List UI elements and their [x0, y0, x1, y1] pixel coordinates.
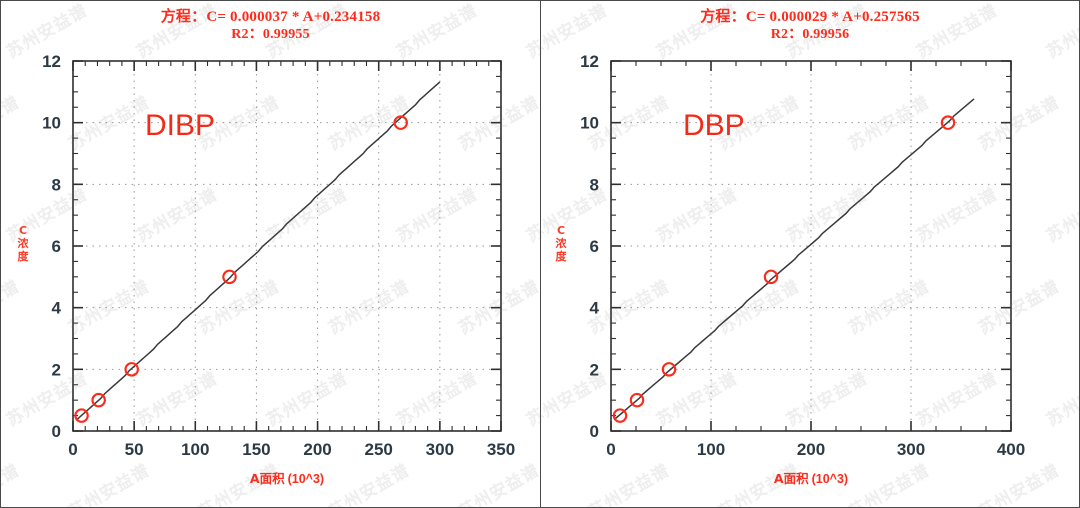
- x-tick-label: 300: [426, 440, 454, 459]
- y-tick-label: 12: [580, 52, 599, 71]
- y-axis-title-char: C: [19, 224, 27, 237]
- data-point-marker: [222, 269, 237, 285]
- panel-dibp: 方程：C= 0.000037 * A+0.234158 R2：0.99955 0…: [1, 1, 540, 507]
- series-name-label: DIBP: [145, 109, 215, 142]
- x-tick-label: 150: [242, 440, 270, 459]
- data-point-marker: [74, 408, 89, 423]
- x-tick-label: 300: [897, 440, 925, 459]
- y-axis-title-char: 浓: [556, 236, 568, 250]
- x-tick-label: 350: [487, 440, 515, 459]
- y-tick-label: 8: [52, 175, 61, 194]
- equation-prefix-label: 方程：: [700, 7, 746, 25]
- y-tick-label: 4: [590, 299, 600, 318]
- panel-divider: [540, 1, 541, 507]
- regression-line: [614, 98, 975, 420]
- r2-label: R2：: [231, 27, 263, 43]
- y-tick-label: 12: [42, 52, 61, 71]
- regression-line: [76, 81, 441, 421]
- x-tick-label: 200: [797, 440, 825, 459]
- x-tick-label: 100: [697, 440, 725, 459]
- panel-dbp: 方程：C= 0.000029 * A+0.257565 R2：0.99956 0…: [541, 1, 1079, 507]
- equation-text: C= 0.000037 * A+0.234158: [206, 9, 381, 25]
- y-tick-label: 6: [590, 237, 599, 256]
- y-tick-label: 0: [590, 422, 599, 441]
- series-name-label: DBP: [683, 109, 745, 142]
- x-tick-label: 50: [125, 440, 144, 459]
- y-tick-label: 10: [580, 114, 599, 133]
- y-tick-label: 2: [590, 360, 599, 379]
- y-tick-label: 6: [52, 237, 61, 256]
- equation-text: C= 0.000029 * A+0.257565: [745, 9, 920, 25]
- data-point-marker: [940, 115, 956, 130]
- x-tick-label: 0: [68, 440, 77, 459]
- data-point-marker: [393, 115, 408, 130]
- y-axis-title-char: 度: [556, 249, 568, 263]
- data-point-marker: [612, 408, 628, 423]
- x-tick-label: 400: [997, 440, 1025, 459]
- equation-block-dbp: 方程：C= 0.000029 * A+0.257565 R2：0.99956: [541, 7, 1079, 43]
- y-axis-title-char: 度: [18, 249, 30, 263]
- y-tick-label: 0: [52, 422, 61, 441]
- x-tick-label: 250: [365, 440, 393, 459]
- r2-value: 0.99955: [262, 27, 310, 43]
- plot-frame: [72, 60, 502, 432]
- x-axis-title: A面积 (10^3): [774, 471, 848, 486]
- plot-dibp: 0 50 100 150 200 250 300 350 0 2 4 6 8 10 12 DIBP A面积 (10…: [18, 52, 516, 486]
- y-tick-label: 4: [52, 299, 62, 318]
- r2-label: R2：: [770, 27, 803, 43]
- x-tick-label: 0: [606, 440, 615, 459]
- y-tick-label: 2: [52, 360, 61, 379]
- y-axis-title-char: 浓: [18, 236, 30, 250]
- y-axis-title-char: C: [557, 224, 565, 237]
- data-point-marker: [91, 392, 106, 408]
- equation-block-dibp: 方程：C= 0.000037 * A+0.234158 R2：0.99955: [1, 7, 540, 43]
- data-point-marker: [763, 269, 779, 285]
- x-tick-label: 200: [303, 440, 331, 459]
- y-tick-label: 10: [42, 114, 61, 133]
- data-point-marker: [124, 362, 139, 377]
- data-point-marker: [629, 392, 645, 408]
- r2-value: 0.99956: [802, 27, 850, 43]
- data-point-marker: [661, 362, 677, 377]
- x-axis-title: A面积 (10^3): [250, 471, 324, 486]
- x-tick-label: 100: [181, 440, 209, 459]
- plot-dbp: 0 100 200 300 400 0 2 4 6 8 10 12 DBP A面积 (10^3) C浓度: [556, 52, 1026, 486]
- y-tick-label: 8: [590, 175, 599, 194]
- equation-prefix-label: 方程：: [160, 7, 207, 25]
